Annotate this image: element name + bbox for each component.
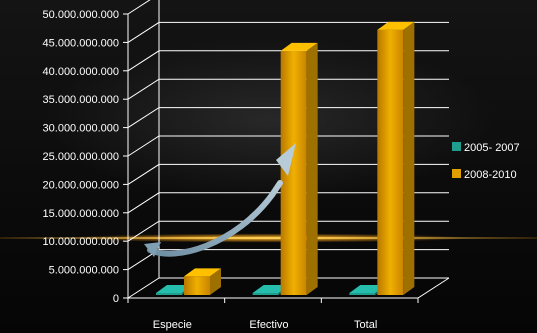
legend-label: 2008-2010 bbox=[464, 169, 517, 181]
gridline bbox=[127, 220, 449, 242]
bar-front bbox=[156, 293, 182, 295]
x-category-label: Especie bbox=[153, 319, 192, 331]
legend-swatch bbox=[452, 142, 461, 151]
y-tick-label: 20.000.000.000 bbox=[43, 179, 119, 191]
bar-2008-2010-Efectivo bbox=[280, 42, 318, 295]
bar-front bbox=[377, 29, 404, 296]
gridline bbox=[127, 78, 449, 100]
gridline bbox=[127, 192, 449, 214]
legend-label: 2005- 2007 bbox=[464, 142, 520, 154]
gridline bbox=[127, 21, 449, 43]
light-flare-line bbox=[0, 237, 537, 239]
y-tick-label: 15.000.000.000 bbox=[43, 208, 119, 220]
legend-swatch bbox=[452, 169, 461, 178]
y-tick-label: 40.000.000.000 bbox=[43, 66, 119, 78]
bar-front bbox=[280, 50, 307, 295]
x-category-label: Total bbox=[354, 319, 377, 331]
y-tick-label: 50.000.000.000 bbox=[43, 9, 119, 21]
bar-top bbox=[280, 42, 318, 51]
bar-top bbox=[252, 285, 290, 293]
arrow-tail bbox=[144, 242, 161, 257]
arrow-head bbox=[276, 143, 296, 176]
gridline bbox=[127, 0, 151, 15]
y-tick-label: 45.000.000.000 bbox=[43, 37, 119, 49]
bar-front bbox=[184, 276, 210, 295]
y-tick-label: 30.000.000.000 bbox=[43, 123, 119, 135]
legend-item-1: 2008-2010 bbox=[452, 169, 517, 181]
gridline bbox=[127, 135, 449, 157]
bar-2008-2010-Especie bbox=[184, 268, 221, 295]
legend-item-0: 2005- 2007 bbox=[452, 142, 520, 154]
bar-top bbox=[156, 285, 193, 293]
bar-side bbox=[306, 42, 318, 295]
y-tick-label: 0 bbox=[113, 293, 119, 305]
gridline bbox=[127, 163, 449, 185]
gridline bbox=[127, 277, 449, 299]
bar-side bbox=[403, 21, 415, 296]
arrow-shaft bbox=[147, 180, 283, 257]
bar-front bbox=[349, 293, 376, 295]
bar-front bbox=[252, 293, 279, 295]
bar-2008-2010-Total bbox=[377, 21, 415, 296]
curved-arrow-annotation bbox=[144, 143, 296, 257]
y-tick-label: 5.000.000.000 bbox=[49, 265, 119, 277]
y-tick-label: 10.000.000.000 bbox=[43, 236, 119, 248]
bar-top bbox=[349, 285, 387, 293]
bar-top bbox=[377, 21, 415, 30]
y-tick-label: 35.000.000.000 bbox=[43, 94, 119, 106]
bar-top bbox=[184, 268, 221, 277]
gridline bbox=[127, 249, 449, 271]
bar-side bbox=[210, 268, 221, 295]
gridline bbox=[127, 107, 449, 129]
y-tick-label: 25.000.000.000 bbox=[43, 151, 119, 163]
gridline bbox=[127, 50, 449, 72]
x-category-label: Efectivo bbox=[249, 319, 288, 331]
